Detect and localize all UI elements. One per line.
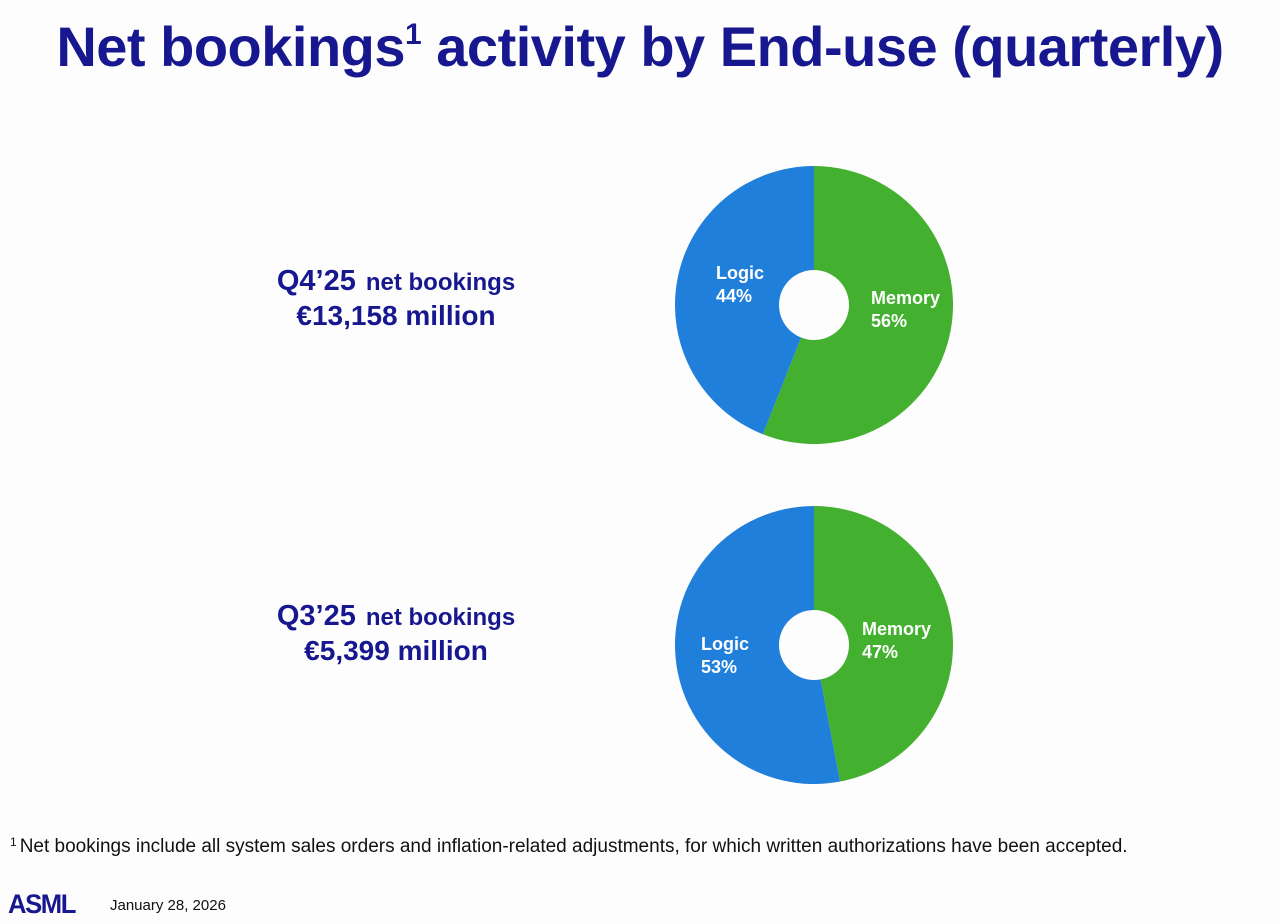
slice-label-memory: Memory 47% [862, 619, 932, 662]
footnote: 1 Net bookings include all system sales o… [10, 835, 1128, 857]
quarter-label: Q4’25 [276, 265, 356, 297]
slice-memory [762, 166, 953, 444]
slide-title: Net bookings1 activity by End-use (quart… [0, 14, 1280, 79]
slice-label-logic: Logic 53% [701, 634, 749, 677]
q3-25-label: Q3’25 net bookings €5,399 million [216, 600, 576, 667]
total-value: €13,158 million [296, 300, 496, 331]
donut-slices [675, 166, 953, 444]
slice-label-memory: Memory 56% [871, 288, 941, 331]
title-rest: activity by End-use (quarterly) [421, 15, 1224, 78]
title-main: Net bookings [56, 15, 406, 78]
total-value: €5,399 million [304, 635, 488, 666]
slice-logic [675, 166, 814, 435]
q3-25-donut-chart [675, 506, 954, 784]
donut-slices [675, 506, 954, 784]
q4-25-label: Q4’25 net bookings €13,158 million [216, 265, 576, 332]
q4-25-donut-chart [675, 166, 953, 444]
quarter-label: Q3’25 [276, 600, 356, 632]
slide-date: January 28, 2026 [110, 897, 226, 914]
asml-logo: ASML [8, 889, 76, 919]
title-footnote-marker: 1 [405, 18, 422, 51]
slice-memory [814, 506, 954, 782]
subtitle-label: net bookings [365, 604, 516, 631]
subtitle-label: net bookings [365, 269, 516, 296]
slice-logic [675, 506, 841, 784]
slice-label-logic: Logic 44% [716, 263, 764, 306]
